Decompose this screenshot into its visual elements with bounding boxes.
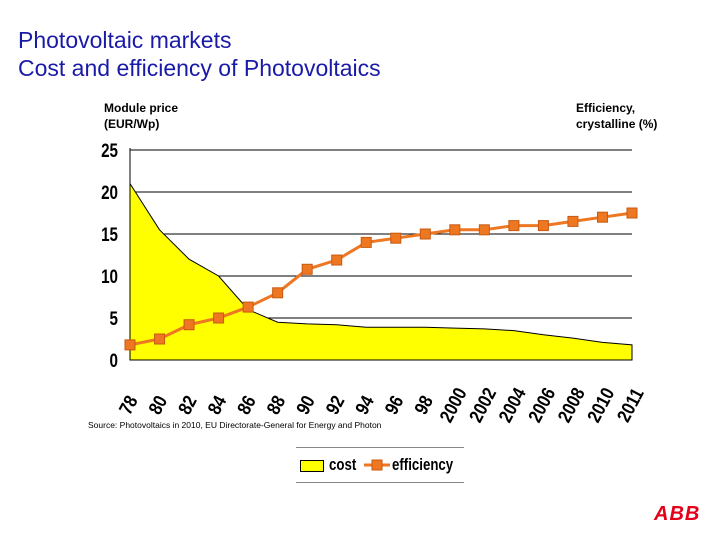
slide-title-line1: Photovoltaic markets	[18, 27, 232, 53]
x-tick-label: 2004	[494, 384, 530, 426]
x-tick-label: 90	[292, 392, 320, 418]
x-tick-label: 86	[233, 392, 261, 418]
efficiency-point	[390, 232, 402, 244]
x-tick-label: 2008	[553, 384, 589, 426]
slide-title: Photovoltaic markets Cost and efficiency…	[18, 26, 381, 82]
efficiency-point	[301, 263, 313, 275]
x-tick-label: 80	[144, 392, 172, 418]
left-axis-caption-line1: Module price	[104, 101, 179, 115]
efficiency-point	[537, 220, 549, 232]
legend-label-efficiency: efficiency	[392, 455, 454, 474]
slide-title-line2: Cost and efficiency of Photovoltaics	[18, 55, 381, 81]
chart-legend: cost efficiency	[296, 447, 464, 483]
efficiency-point	[124, 339, 136, 351]
x-tick-label: 2002	[465, 384, 501, 426]
efficiency-point	[213, 312, 225, 324]
legend-swatch-efficiency	[364, 459, 390, 471]
y-tick-label: 5	[110, 307, 119, 329]
abb-logo: ABB	[654, 503, 701, 525]
x-tick-label: 82	[174, 392, 202, 418]
legend-label-cost: cost	[329, 455, 357, 474]
y-tick-label: 20	[101, 181, 118, 203]
efficiency-point	[183, 319, 195, 331]
efficiency-point	[242, 301, 254, 313]
y-tick-label: 0	[110, 349, 118, 371]
efficiency-point	[626, 207, 638, 219]
efficiency-point	[567, 215, 579, 227]
efficiency-point	[449, 224, 461, 236]
efficiency-point	[596, 211, 608, 223]
y-tick-label: 10	[101, 265, 118, 287]
x-tick-label: 2011	[613, 384, 649, 425]
y-tick-label: 25	[101, 139, 118, 161]
efficiency-point	[154, 333, 166, 345]
right-axis-caption-line1: Efficiency,	[576, 101, 636, 115]
efficiency-point	[478, 224, 490, 236]
x-tick-label: 84	[203, 392, 231, 418]
x-tick-label: 96	[380, 392, 408, 418]
x-tick-label: 2010	[583, 384, 619, 426]
x-tick-label: 92	[321, 392, 349, 418]
efficiency-point	[272, 287, 284, 299]
x-tick-label: 2006	[524, 384, 560, 426]
cost-area	[129, 181, 633, 361]
x-tick-label: 2000	[435, 384, 471, 426]
right-axis-caption: Efficiency, crystalline (%)	[576, 100, 657, 132]
efficiency-point	[360, 236, 372, 248]
left-axis-caption-line2: (EUR/Wp)	[104, 117, 160, 131]
legend-swatch-cost	[300, 460, 324, 472]
source-note: Source: Photovoltaics in 2010, EU Direct…	[88, 420, 382, 430]
right-axis-caption-line2: crystalline (%)	[576, 117, 658, 131]
efficiency-point	[331, 254, 343, 266]
left-axis-caption: Module price (EUR/Wp)	[104, 100, 178, 132]
efficiency-point	[508, 220, 520, 232]
x-tick-label: 98	[410, 392, 438, 418]
efficiency-point	[419, 228, 431, 240]
x-tick-label: 78	[115, 392, 143, 418]
y-tick-label: 15	[101, 223, 118, 245]
x-tick-label: 88	[262, 392, 290, 418]
x-tick-label: 94	[351, 392, 379, 418]
